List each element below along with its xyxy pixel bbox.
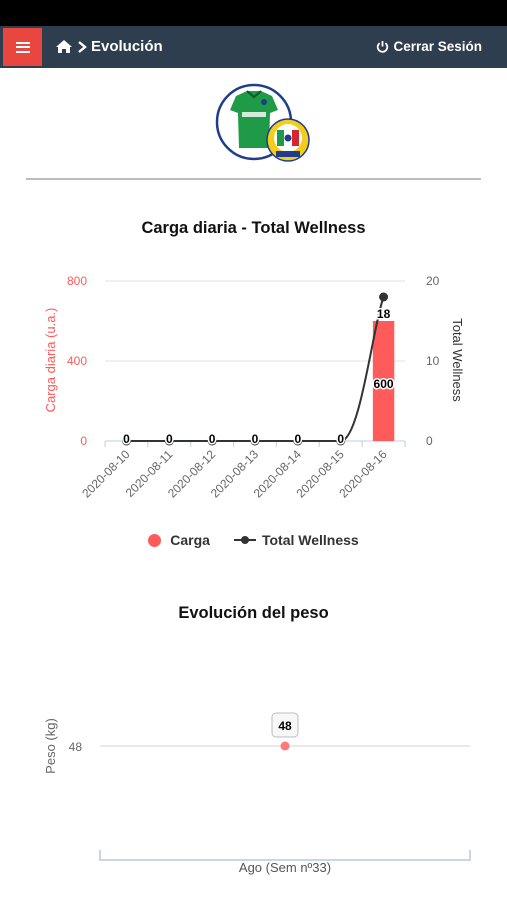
wellness-point — [250, 436, 260, 446]
header-divider — [26, 178, 481, 180]
x-axis-ticks: 2020-08-102020-08-112020-08-122020-08-13… — [79, 447, 390, 501]
peso-y-axis-label: Peso (kg) — [43, 718, 58, 774]
bar-data-label: 600 — [374, 377, 394, 391]
data-labels: 0 0 0 0 0 0 600 18 — [122, 306, 396, 448]
top-navbar: Evolución Cerrar Sesión — [0, 26, 507, 68]
home-icon[interactable] — [55, 39, 73, 54]
wellness-point — [121, 436, 131, 446]
y2-axis-label: Total Wellness — [450, 318, 465, 402]
club-logo — [214, 82, 312, 168]
power-icon — [377, 41, 389, 53]
chart-legend: Carga Total Wellness — [0, 532, 507, 548]
chart-grid — [104, 280, 406, 447]
menu-button[interactable] — [3, 28, 42, 66]
y-axis-label: Carga diaria (u.a.) — [43, 308, 58, 413]
logout-label: Cerrar Sesión — [393, 39, 482, 54]
chart-title-peso: Evolución del peso — [178, 604, 329, 622]
peso-points: 48 — [271, 712, 299, 751]
bar-data-label: 0 — [252, 432, 259, 446]
status-bar — [0, 0, 507, 26]
chevron-right-icon — [78, 40, 87, 53]
wellness-point — [379, 292, 389, 302]
bar-data-label: 0 — [166, 432, 173, 446]
bar-carga — [372, 321, 395, 441]
y2-tick-label: 0 — [426, 434, 433, 448]
carga-bars — [372, 321, 395, 441]
carga-wellness-chart: 0 400 800 0 10 20 0 0 0 0 0 0 600 18 2020-08-102020… — [43, 274, 465, 501]
y-tick-label: 0 — [80, 434, 87, 448]
peso-point — [280, 741, 290, 751]
bar-data-label: 0 — [123, 432, 130, 446]
y-tick-label: 800 — [67, 274, 87, 288]
legend-label-wellness: Total Wellness — [261, 532, 359, 548]
peso-chart: 48 Peso (kg) 48 Ago (Sem nº33) — [43, 712, 471, 875]
breadcrumb: Evolución — [55, 38, 163, 55]
peso-label-box — [271, 712, 299, 738]
wellness-point — [164, 436, 174, 446]
peso-x-axis-bracket — [99, 850, 471, 861]
bar-data-label: 0 — [295, 432, 302, 446]
wellness-point — [207, 436, 217, 446]
wellness-line-path — [126, 296, 385, 442]
legend-line-wellness — [233, 536, 256, 544]
chart-title-carga: Carga diaria - Total Wellness — [141, 219, 366, 237]
wellness-point — [293, 436, 303, 446]
y2-axis-ticks: 0 10 20 — [426, 274, 440, 448]
wellness-line — [121, 292, 389, 446]
peso-y-tick: 48 — [69, 740, 83, 754]
bar-data-label: 0 — [209, 432, 216, 446]
y2-tick-label: 10 — [426, 354, 440, 368]
peso-data-label: 48 — [278, 719, 292, 733]
y-tick-label: 400 — [67, 354, 87, 368]
bar-data-label: 0 — [337, 432, 344, 446]
legend-item-carga[interactable]: Carga — [148, 532, 210, 548]
legend-item-wellness[interactable]: Total Wellness — [233, 532, 359, 548]
peso-x-axis-label: Ago (Sem nº33) — [239, 860, 331, 875]
legend-dot-carga — [148, 533, 162, 547]
y2-tick-label: 20 — [426, 274, 440, 288]
logout-button[interactable]: Cerrar Sesión — [376, 39, 482, 54]
wellness-point — [336, 436, 346, 446]
line-data-label: 18 — [377, 307, 391, 321]
y-axis-ticks: 0 400 800 — [67, 274, 87, 448]
breadcrumb-current: Evolución — [91, 38, 163, 55]
hamburger-icon — [15, 41, 30, 53]
legend-label-carga: Carga — [170, 532, 210, 548]
